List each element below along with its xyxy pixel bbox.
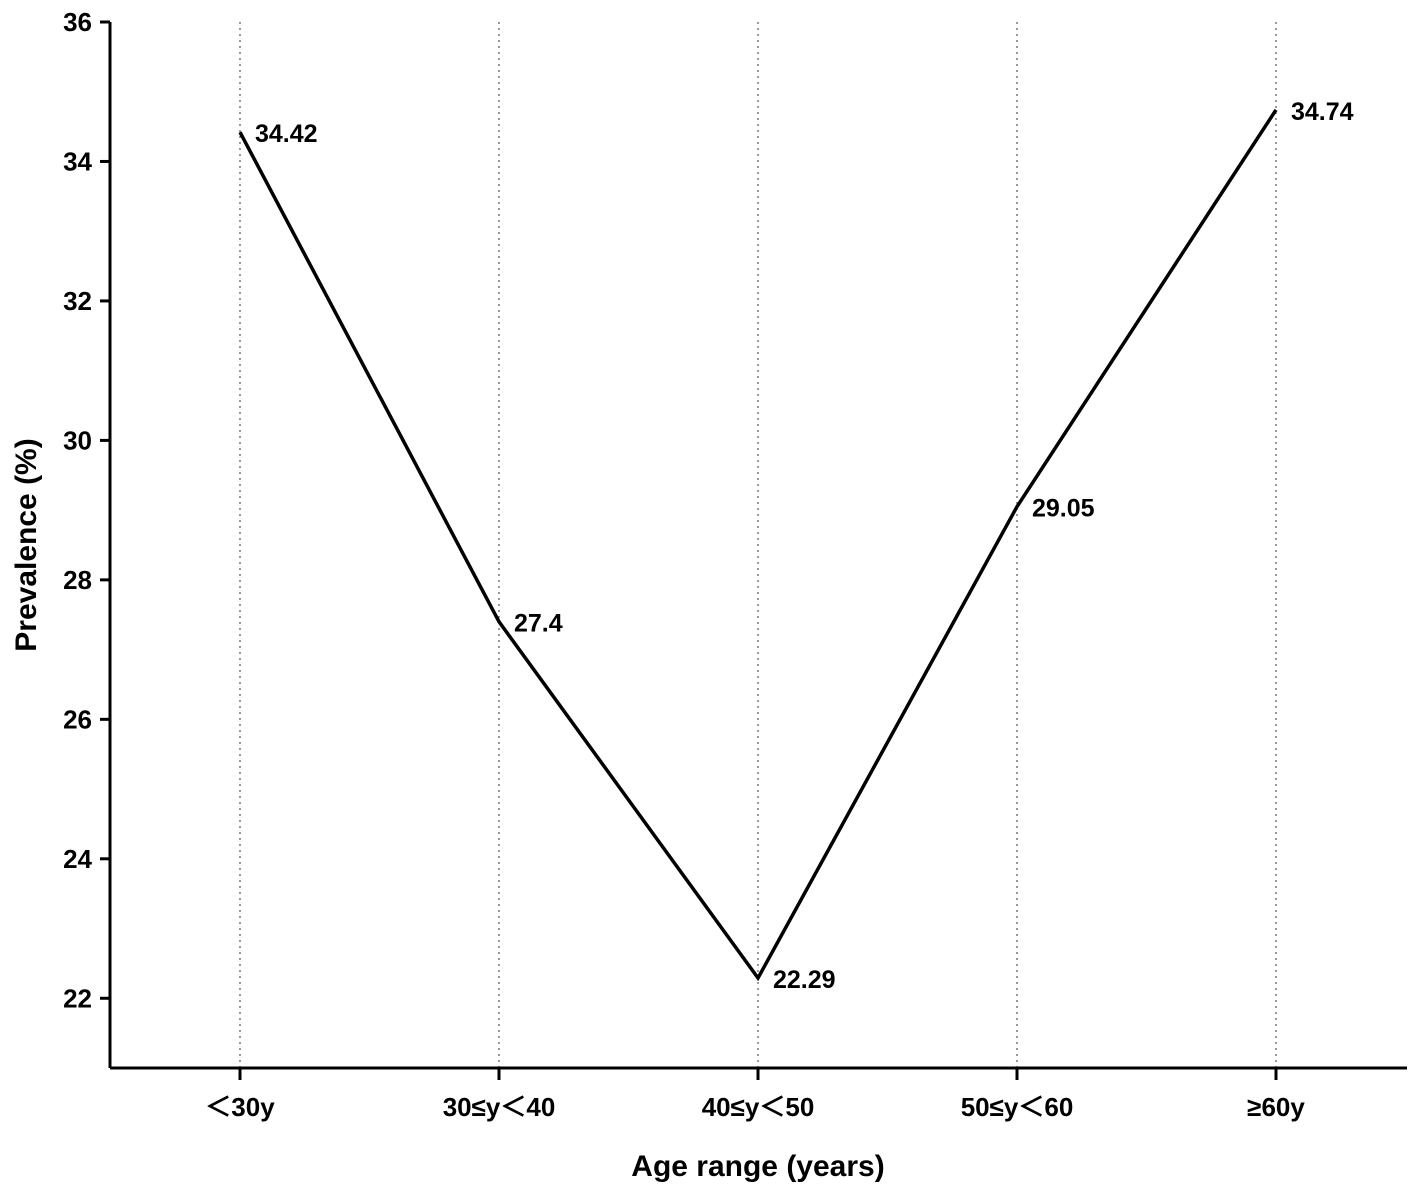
x-ticks: ＜30y 30≤y＜40 40≤y＜50 50≤y＜60 ≥60y [205, 1068, 1305, 1122]
data-labels: 34.42 27.4 22.29 29.05 34.74 [255, 98, 1354, 994]
y-tick-label: 34 [63, 146, 92, 176]
vertical-gridlines [239, 22, 1277, 1068]
y-ticks: 22 24 26 28 30 32 34 36 [63, 7, 110, 1013]
y-tick-label: 24 [63, 844, 92, 874]
y-tick-label: 30 [63, 425, 92, 455]
x-tick-label: 30≤y＜40 [443, 1092, 556, 1122]
x-tick-label: ≥60y [1247, 1092, 1305, 1122]
y-tick-label: 32 [63, 286, 92, 316]
data-label: 27.4 [514, 610, 563, 638]
y-tick-label: 26 [63, 704, 92, 734]
data-label: 34.74 [1291, 98, 1354, 126]
data-label: 22.29 [773, 966, 836, 994]
y-tick-label: 22 [63, 983, 92, 1013]
x-tick-label: 40≤y＜50 [702, 1092, 815, 1122]
data-label: 34.42 [255, 120, 318, 148]
x-tick-label: 50≤y＜60 [961, 1092, 1074, 1122]
data-label: 29.05 [1032, 495, 1095, 523]
y-tick-label: 28 [63, 565, 92, 595]
series [238, 108, 1278, 982]
series-line [238, 108, 1278, 982]
y-tick-label: 36 [63, 7, 92, 37]
x-axis-title: Age range (years) [631, 1150, 884, 1183]
y-axis-title: Prevalence (%) [10, 438, 43, 651]
x-tick-label: ＜30y [205, 1092, 275, 1122]
